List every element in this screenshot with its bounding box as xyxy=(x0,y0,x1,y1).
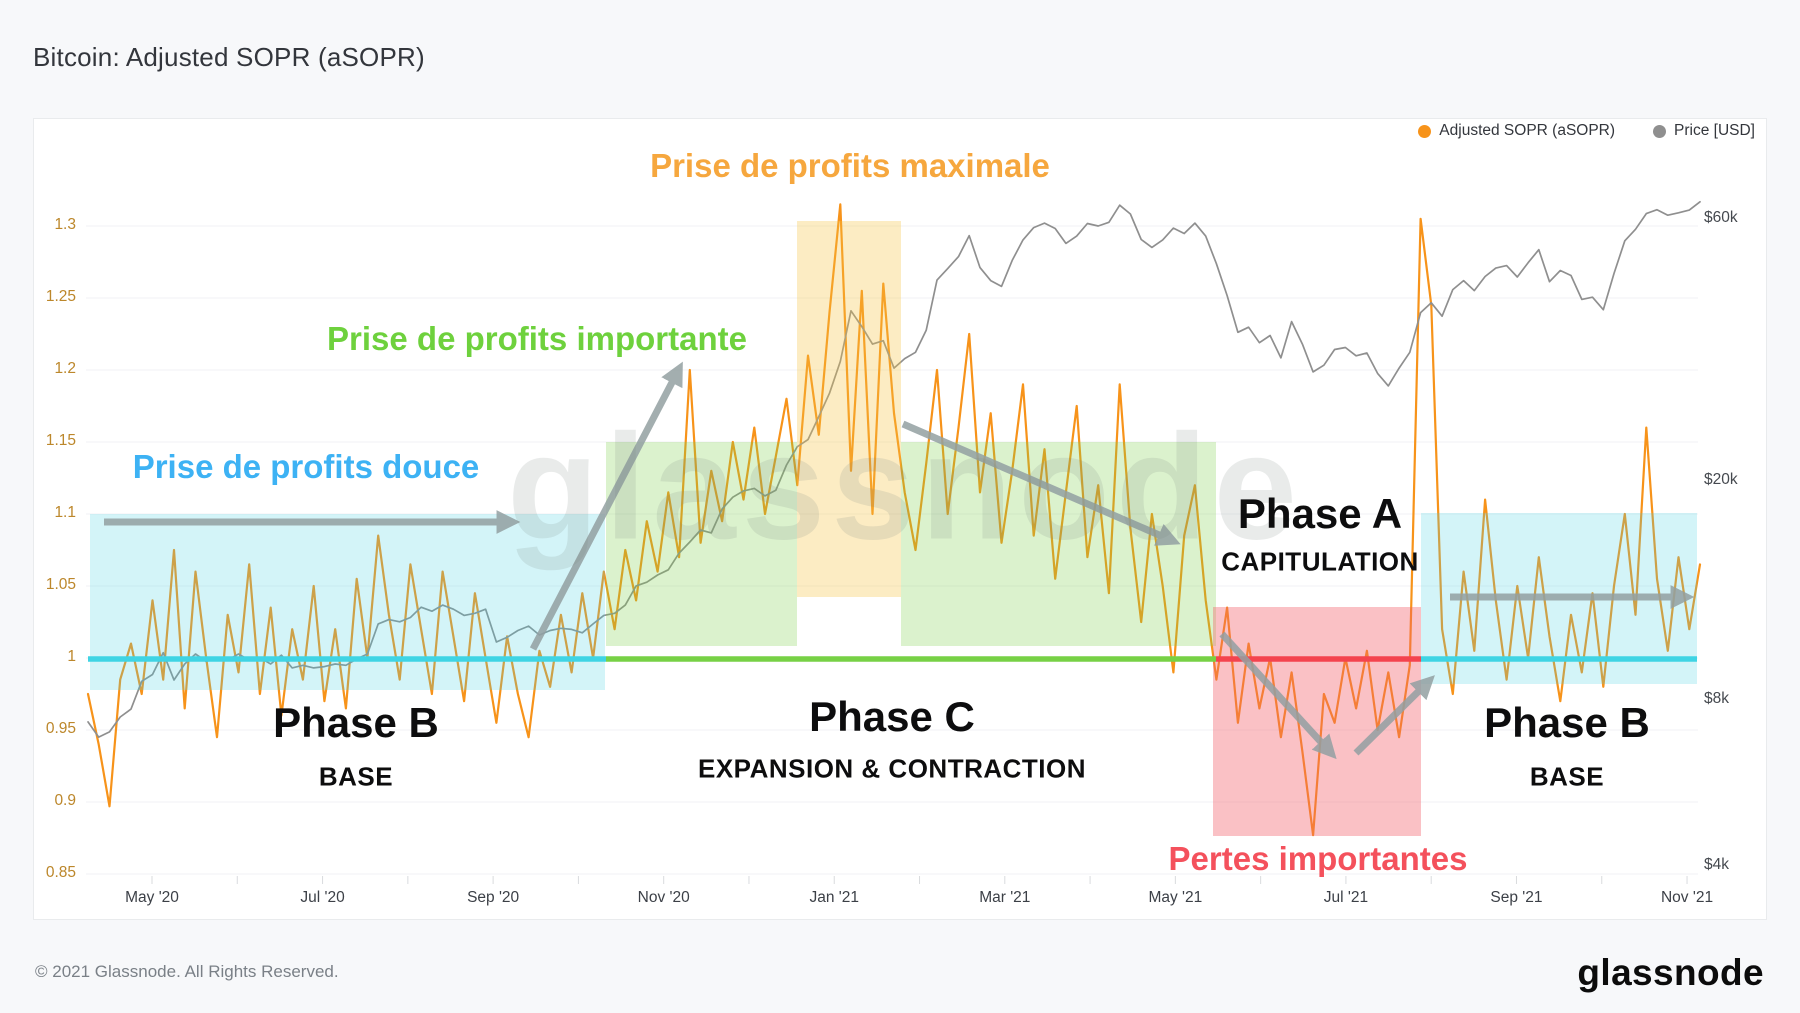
asopr-legend-dot-icon xyxy=(1418,124,1432,138)
left-axis-tick: 0.9 xyxy=(54,792,76,809)
trend-arrows xyxy=(104,361,1695,760)
x-axis-tick: Nov '20 xyxy=(637,889,690,906)
x-axis-tick: Sep '21 xyxy=(1490,889,1543,906)
annotation-phase-b-right-title: Phase B xyxy=(1484,699,1650,746)
left-axis-tick: 1 xyxy=(67,648,76,665)
annotation-pertes-importantes: Pertes importantes xyxy=(1168,840,1468,877)
annotation-phase-c-sub: EXPANSION & CONTRACTION xyxy=(697,753,1087,784)
glassnode-logo: glassnode xyxy=(1577,952,1764,993)
x-axis-tick: Mar '21 xyxy=(979,889,1031,906)
annotation-prise-profits-douce: Prise de profits douce xyxy=(132,448,480,485)
right-axis-tick: $4k xyxy=(1704,855,1729,873)
x-axis-tick: Jan '21 xyxy=(809,889,859,906)
footer-copyright: © 2021 Glassnode. All Rights Reserved. xyxy=(35,962,339,981)
legend-asopr-label: Adjusted SOPR (aSOPR) xyxy=(1439,122,1616,139)
right-axis-tick: $20k xyxy=(1704,471,1738,489)
annotation-phase-a-sub: CAPITULATION xyxy=(1221,546,1419,577)
x-axis-ticks xyxy=(151,876,1688,884)
left-axis-tick: 0.95 xyxy=(45,720,76,737)
legend-price-label: Price [USD] xyxy=(1674,122,1755,139)
left-axis-tick: 1.25 xyxy=(45,288,76,305)
annotation-prise-profits-maximale: Prise de profits maximale xyxy=(650,147,1050,184)
annotation-phase-b-left-title: Phase B xyxy=(273,699,439,746)
price-legend-dot-icon xyxy=(1653,124,1667,138)
annotation-prise-profits-importante: Prise de profits importante xyxy=(327,320,747,357)
left-axis-tick: 0.85 xyxy=(45,864,76,881)
x-axis-tick: Jul '21 xyxy=(1323,889,1369,906)
left-axis-tick: 1.2 xyxy=(54,360,76,377)
left-axis-tick: 1.05 xyxy=(45,576,76,593)
legend-item-asopr[interactable]: Adjusted SOPR (aSOPR) xyxy=(1418,122,1615,140)
x-axis-tick: May '20 xyxy=(125,889,179,906)
legend-item-price[interactable]: Price [USD] xyxy=(1653,122,1755,140)
x-axis-tick: Nov '21 xyxy=(1660,889,1714,906)
annotation-phase-b-right-sub: BASE xyxy=(1529,761,1605,792)
left-axis-tick: 1.15 xyxy=(45,432,76,449)
annotation-phase-a-title: Phase A xyxy=(1237,490,1403,537)
annotation-phase-c-title: Phase C xyxy=(809,693,975,740)
x-axis-tick: Jul '20 xyxy=(300,889,345,906)
annotation-phase-b-left-sub: BASE xyxy=(318,761,394,792)
right-axis-tick: $60k xyxy=(1704,208,1738,226)
left-axis-tick: 1.3 xyxy=(54,216,76,233)
right-axis-tick: $8k xyxy=(1704,690,1729,707)
chart-legend: Adjusted SOPR (aSOPR) Price [USD] xyxy=(1418,122,1755,140)
x-axis-tick: May '21 xyxy=(1148,889,1203,906)
left-axis-tick: 1.1 xyxy=(54,504,76,521)
page-title: Bitcoin: Adjusted SOPR (aSOPR) xyxy=(33,42,425,72)
x-axis-tick: Sep '20 xyxy=(467,889,520,906)
